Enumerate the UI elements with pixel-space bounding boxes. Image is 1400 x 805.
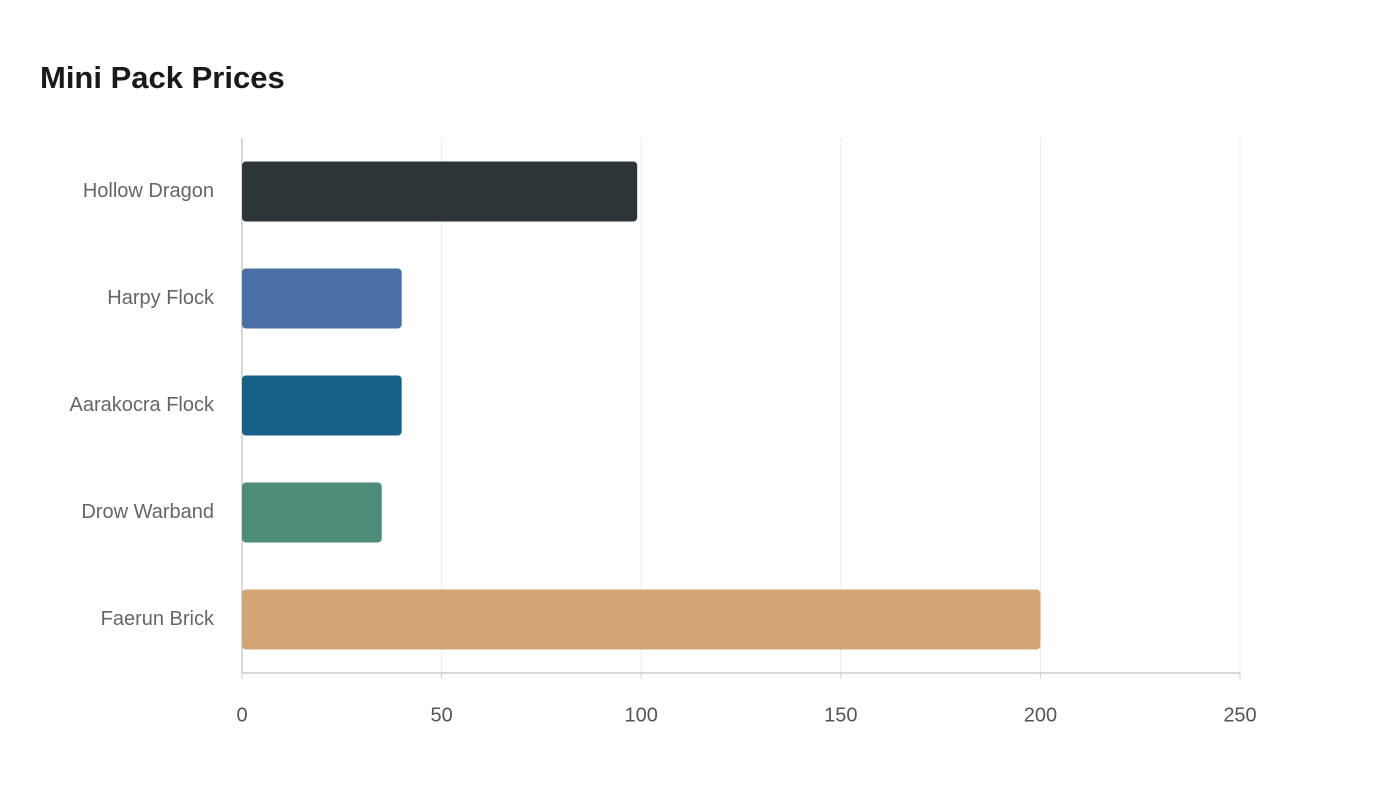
bar (242, 268, 402, 329)
x-tick-label: 250 (1223, 704, 1256, 726)
y-tick-label: Harpy Flock (107, 287, 215, 309)
x-tick-label: 150 (824, 704, 857, 726)
bar (242, 375, 402, 436)
y-tick-label: Faerun Brick (101, 608, 215, 630)
y-tick-label: Aarakocra Flock (70, 394, 215, 416)
x-tick-label: 200 (1024, 704, 1057, 726)
bar (242, 161, 638, 222)
x-tick-label: 100 (625, 704, 658, 726)
chart-title: Mini Pack Prices (40, 60, 285, 95)
y-tick-label: Hollow Dragon (83, 180, 214, 202)
y-tick-label: Drow Warband (81, 501, 214, 523)
x-tick-label: 0 (236, 704, 247, 726)
x-tick-label: 50 (430, 704, 452, 726)
bar (242, 589, 1041, 650)
bar (242, 482, 382, 543)
